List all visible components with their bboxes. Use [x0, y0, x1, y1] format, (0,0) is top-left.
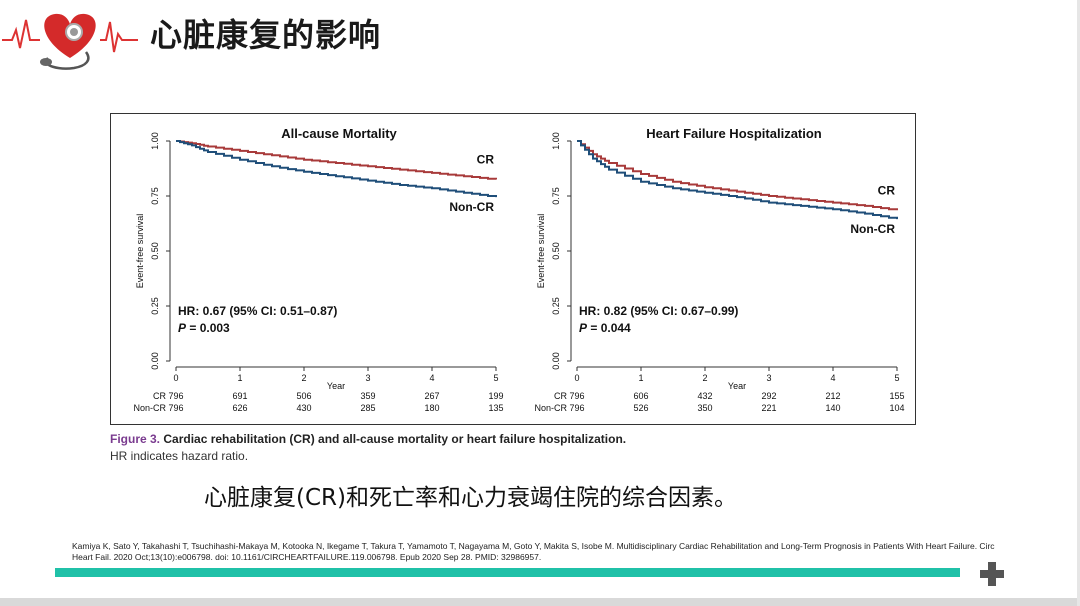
figure-caption-text: Cardiac rehabilitation (CR) and all-caus…	[163, 432, 627, 446]
risk-count: 292	[761, 391, 776, 401]
x-tick-label: 0	[574, 373, 579, 383]
x-tick-label: 1	[237, 373, 242, 383]
p-value: = 0.003	[186, 321, 230, 335]
x-tick-label: 3	[365, 373, 370, 383]
y-tick-label: 0.00	[150, 352, 160, 370]
plus-icon	[980, 562, 1004, 586]
risk-count: 180	[424, 403, 439, 413]
risk-count: 796	[569, 391, 584, 401]
right-edge	[1077, 0, 1080, 606]
bottom-edge	[0, 598, 1080, 606]
risk-count: 432	[697, 391, 712, 401]
y-tick-label: 0.75	[551, 187, 561, 205]
y-tick-label: 0.25	[150, 297, 160, 315]
risk-count: 285	[360, 403, 375, 413]
summary-text: 心脏康复(CR)和死亡率和心力衰竭住院的综合因素。	[204, 485, 737, 511]
chart-title: Heart Failure Hospitalization	[646, 126, 822, 141]
series-line-non-cr	[176, 140, 497, 198]
risk-count: 221	[761, 403, 776, 413]
x-tick-label: 4	[429, 373, 434, 383]
x-tick-label: 2	[702, 373, 707, 383]
risk-count: 199	[488, 391, 503, 401]
y-tick-label: 0.50	[551, 242, 561, 260]
risk-row-label: CR	[554, 391, 567, 401]
y-axis-label: Event-free survival	[135, 214, 145, 289]
risk-count: 155	[889, 391, 904, 401]
risk-row-label: Non-CR	[534, 403, 567, 413]
hr-annotation: HR: 0.67 (95% CI: 0.51–0.87)	[178, 304, 337, 318]
figure-note: HR indicates hazard ratio.	[110, 449, 249, 463]
x-tick-label: 1	[638, 373, 643, 383]
series-line-cr	[577, 140, 898, 211]
x-tick-label: 5	[493, 373, 498, 383]
y-axis-label: Event-free survival	[536, 214, 546, 289]
y-tick-label: 0.25	[551, 297, 561, 315]
series-label-non-cr: Non-CR	[850, 222, 895, 236]
figure-panel: All-cause Mortality 0.00 0.25 0.50 0.75 1.00 E…	[110, 113, 916, 425]
heart-stethoscope-logo	[2, 13, 138, 70]
risk-count: 606	[633, 391, 648, 401]
p-value-annotation: P = 0.003	[178, 321, 230, 335]
risk-count: 796	[569, 403, 584, 413]
series-label-cr: CR	[477, 153, 495, 167]
risk-row-label: Non-CR	[133, 403, 166, 413]
risk-count: 796	[168, 403, 183, 413]
p-value-annotation: P = 0.044	[579, 321, 631, 335]
km-curves-chart: All-cause Mortality 0.00 0.25 0.50 0.75 1.00 E…	[133, 126, 904, 413]
risk-count: 506	[296, 391, 311, 401]
slide-title: 心脏康复的影响	[150, 16, 382, 54]
chart-title: All-cause Mortality	[281, 126, 397, 141]
x-axis-label: Year	[327, 381, 345, 391]
risk-count: 526	[633, 403, 648, 413]
risk-count: 140	[825, 403, 840, 413]
x-tick-label: 5	[894, 373, 899, 383]
accent-bar	[55, 568, 960, 577]
figure-caption: Figure 3. Cardiac rehabilitation (CR) an…	[110, 432, 626, 446]
risk-count: 350	[697, 403, 712, 413]
reference-citation: Kamiya K, Sato Y, Takahashi T, Tsuchihas…	[72, 541, 995, 562]
risk-count: 691	[232, 391, 247, 401]
x-tick-label: 3	[766, 373, 771, 383]
risk-count: 359	[360, 391, 375, 401]
p-value: = 0.044	[587, 321, 631, 335]
x-tick-label: 2	[301, 373, 306, 383]
hr-annotation: HR: 0.82 (95% CI: 0.67–0.99)	[579, 304, 738, 318]
y-tick-label: 0.75	[150, 187, 160, 205]
series-label-cr: CR	[878, 183, 896, 197]
risk-count: 212	[825, 391, 840, 401]
series-line-non-cr	[577, 140, 898, 220]
series-line-cr	[176, 140, 497, 180]
p-label: P	[579, 321, 588, 335]
risk-count: 430	[296, 403, 311, 413]
series-label-non-cr: Non-CR	[449, 200, 494, 214]
x-tick-label: 0	[173, 373, 178, 383]
y-tick-label: 1.00	[551, 132, 561, 150]
y-tick-label: 0.50	[150, 242, 160, 260]
x-tick-label: 4	[830, 373, 835, 383]
y-tick-label: 1.00	[150, 132, 160, 150]
risk-count: 135	[488, 403, 503, 413]
risk-count: 104	[889, 403, 904, 413]
x-axis-label: Year	[728, 381, 746, 391]
risk-count: 626	[232, 403, 247, 413]
risk-row-label: CR	[153, 391, 166, 401]
figure-caption-label: Figure 3.	[110, 432, 161, 446]
y-tick-label: 0.00	[551, 352, 561, 370]
risk-count: 267	[424, 391, 439, 401]
risk-count: 796	[168, 391, 183, 401]
p-label: P	[178, 321, 187, 335]
